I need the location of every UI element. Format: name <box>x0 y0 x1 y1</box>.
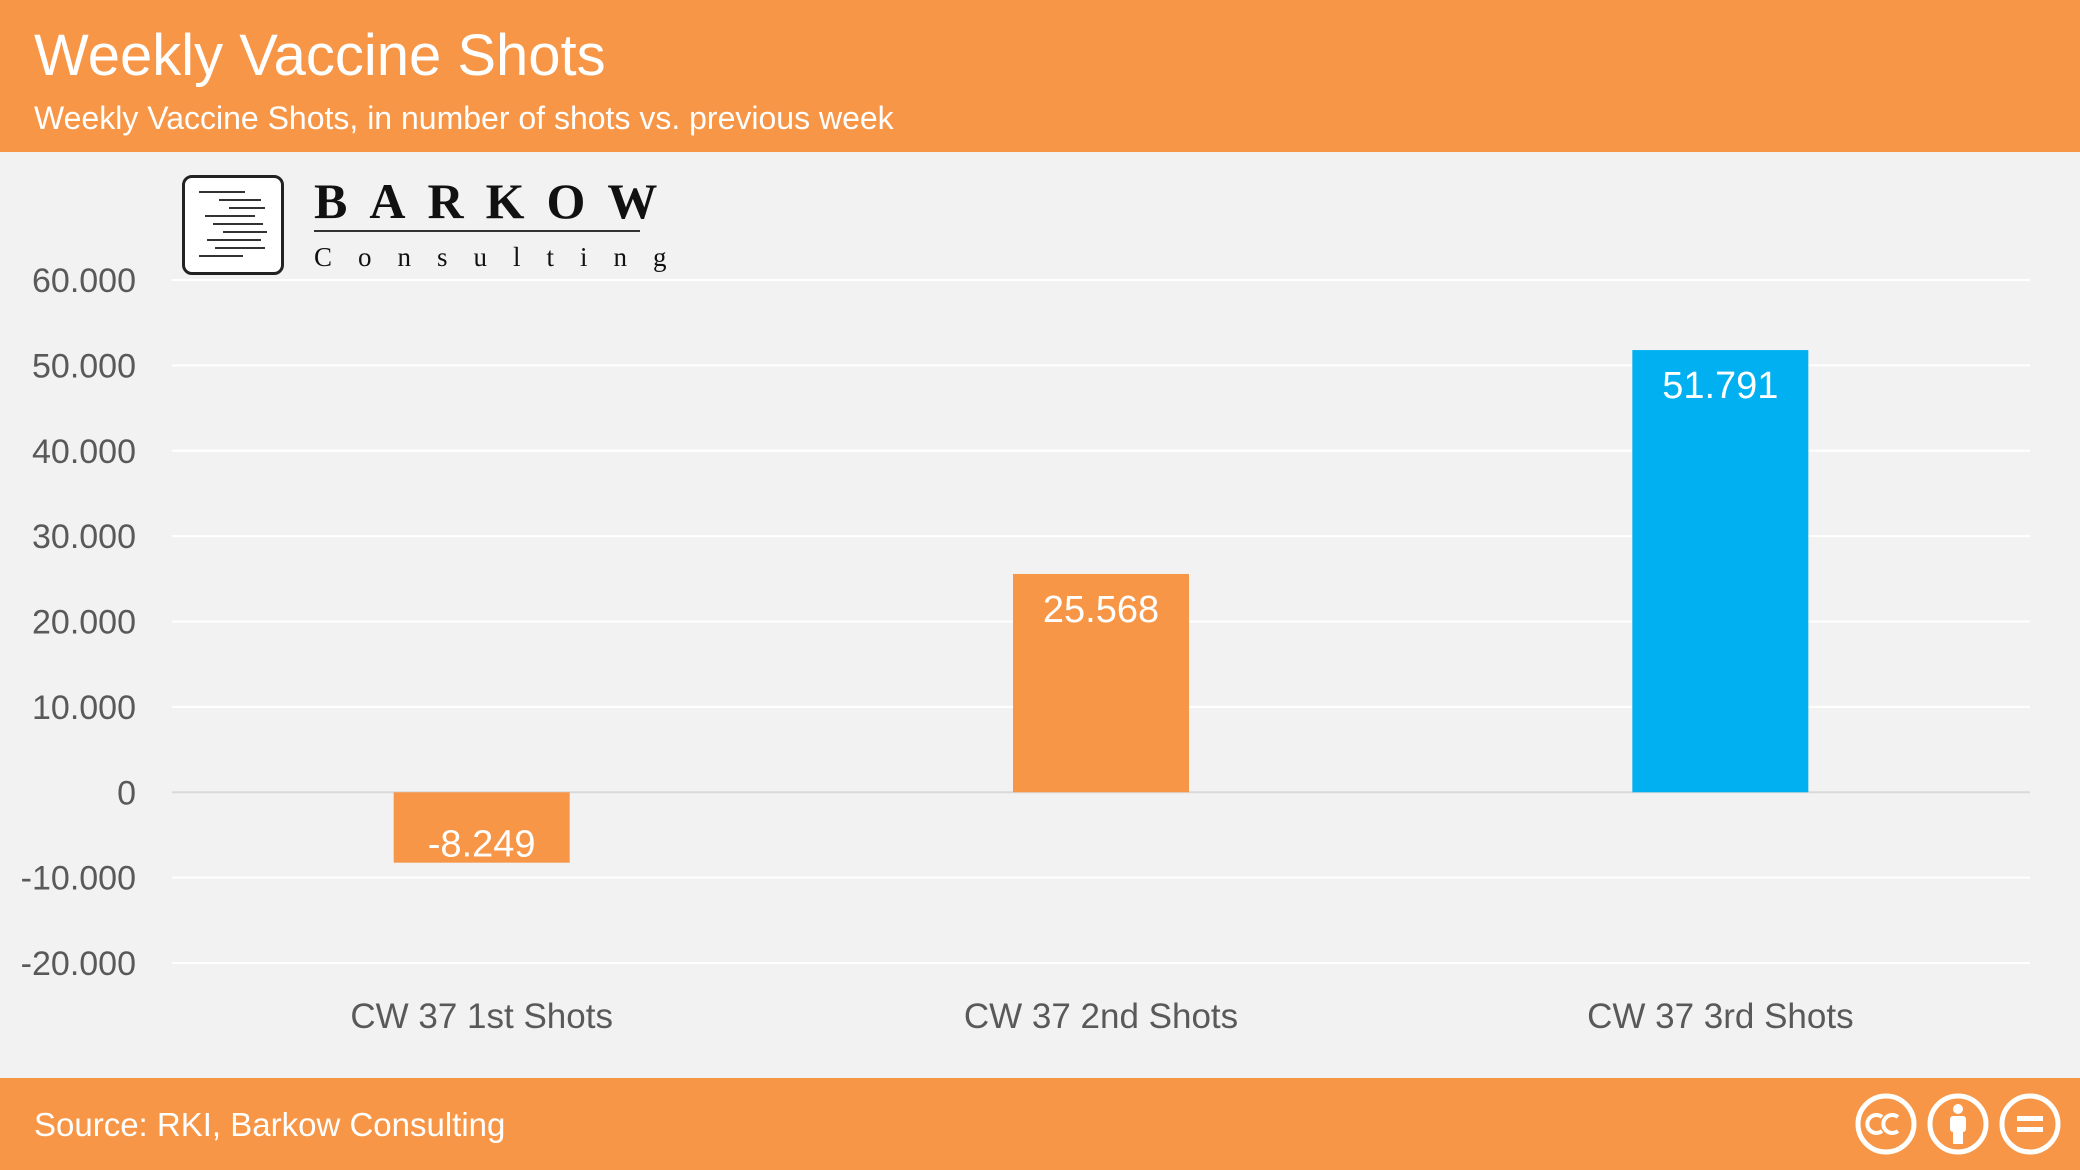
bar <box>393 792 570 863</box>
logo-wordmark: BARKOW <box>314 173 680 229</box>
y-tick-label: 60.000 <box>32 262 136 300</box>
attribution-icon <box>1927 1093 1989 1155</box>
license-badges <box>1854 1092 2062 1156</box>
y-tick-label: -20.000 <box>21 945 136 983</box>
data-label: 25.568 <box>1043 589 1159 631</box>
y-tick-label: 10.000 <box>32 689 136 727</box>
logo-mark <box>182 175 284 275</box>
y-tick-label: -10.000 <box>21 860 136 898</box>
x-tick-label: CW 37 3rd Shots <box>1587 997 1854 1036</box>
chart-title: Weekly Vaccine Shots <box>34 23 606 88</box>
cc-icon <box>1855 1093 1917 1155</box>
y-tick-label: 40.000 <box>32 433 136 471</box>
footer-banner: Source: RKI, Barkow Consulting <box>0 1078 2080 1170</box>
header-banner: Weekly Vaccine Shots Weekly Vaccine Shot… <box>0 0 2080 152</box>
no-derivatives-icon <box>1999 1093 2061 1155</box>
logo-divider <box>314 230 640 232</box>
source-note: Source: RKI, Barkow Consulting <box>34 1106 506 1143</box>
y-tick-label: 0 <box>117 774 136 812</box>
x-tick-label: CW 37 1st Shots <box>350 997 613 1036</box>
x-tick-label: CW 37 2nd Shots <box>964 997 1238 1036</box>
bar <box>1013 573 1189 793</box>
data-label: -8.249 <box>428 824 536 866</box>
logo-tagline: Consulting <box>314 242 693 272</box>
y-tick-label: 20.000 <box>32 604 136 642</box>
data-label: 51.791 <box>1662 365 1778 407</box>
bar <box>1632 350 1809 793</box>
barkow-logo: BARKOW Consulting <box>182 172 667 280</box>
y-tick-label: 50.000 <box>32 347 136 385</box>
y-tick-label: 30.000 <box>32 518 136 556</box>
chart-subtitle: Weekly Vaccine Shots, in number of shots… <box>34 100 894 136</box>
